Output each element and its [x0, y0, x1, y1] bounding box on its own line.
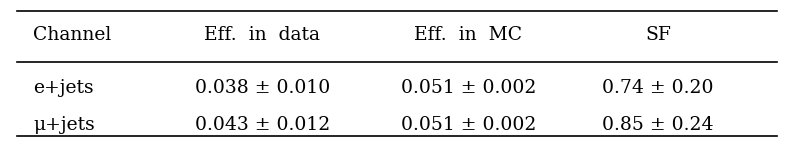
Text: μ+jets: μ+jets: [33, 116, 94, 134]
Text: Channel: Channel: [33, 26, 111, 44]
Text: Eff.  in  MC: Eff. in MC: [414, 26, 522, 44]
Text: SF: SF: [646, 26, 671, 44]
Text: 0.051 ± 0.002: 0.051 ± 0.002: [400, 79, 536, 97]
Text: 0.043 ± 0.012: 0.043 ± 0.012: [195, 116, 330, 134]
Text: 0.051 ± 0.002: 0.051 ± 0.002: [400, 116, 536, 134]
Text: e+jets: e+jets: [33, 79, 94, 97]
Text: Eff.  in  data: Eff. in data: [205, 26, 321, 44]
Text: 0.85 ± 0.24: 0.85 ± 0.24: [603, 116, 714, 134]
Text: 0.038 ± 0.010: 0.038 ± 0.010: [195, 79, 330, 97]
Text: 0.74 ± 0.20: 0.74 ± 0.20: [603, 79, 714, 97]
